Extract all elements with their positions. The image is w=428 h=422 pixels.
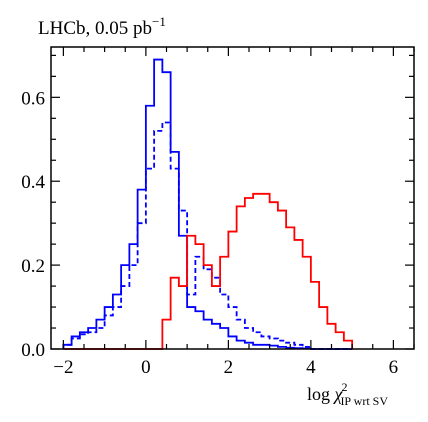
x-tick-label: 6 — [389, 357, 399, 378]
series-1-line — [62, 58, 353, 350]
y-tick-label: 0.4 — [21, 172, 45, 193]
chart-title-main: LHCb, 0.05 pb — [38, 18, 152, 39]
x-axis-label-superscript: 2 — [341, 380, 347, 394]
ticks-layer — [51, 47, 415, 350]
x-tick-label: 2 — [224, 357, 234, 378]
plot-frame — [50, 46, 415, 350]
tick-labels-layer: −2 0 2 4 6 0.0 0.2 0.4 0.6 — [21, 88, 398, 378]
x-tick-label: −2 — [53, 357, 73, 378]
chart-title: LHCb, 0.05 pb−1 — [38, 14, 166, 39]
x-axis-label-subscript: IP wrt SV — [340, 394, 388, 408]
x-axis-label-prefix: log — [307, 384, 335, 404]
y-tick-label: 0.6 — [21, 88, 45, 109]
x-axis-label: log χ2 IP wrt SV — [307, 380, 388, 408]
y-tick-label: 0.2 — [21, 256, 45, 277]
x-tick-label: 0 — [141, 357, 151, 378]
x-axis-label-symbol: χ — [333, 384, 344, 404]
series-2-line — [62, 121, 353, 350]
x-tick-label: 4 — [306, 357, 316, 378]
y-tick-label: 0.0 — [21, 340, 45, 361]
chart-title-superscript: −1 — [152, 14, 166, 29]
